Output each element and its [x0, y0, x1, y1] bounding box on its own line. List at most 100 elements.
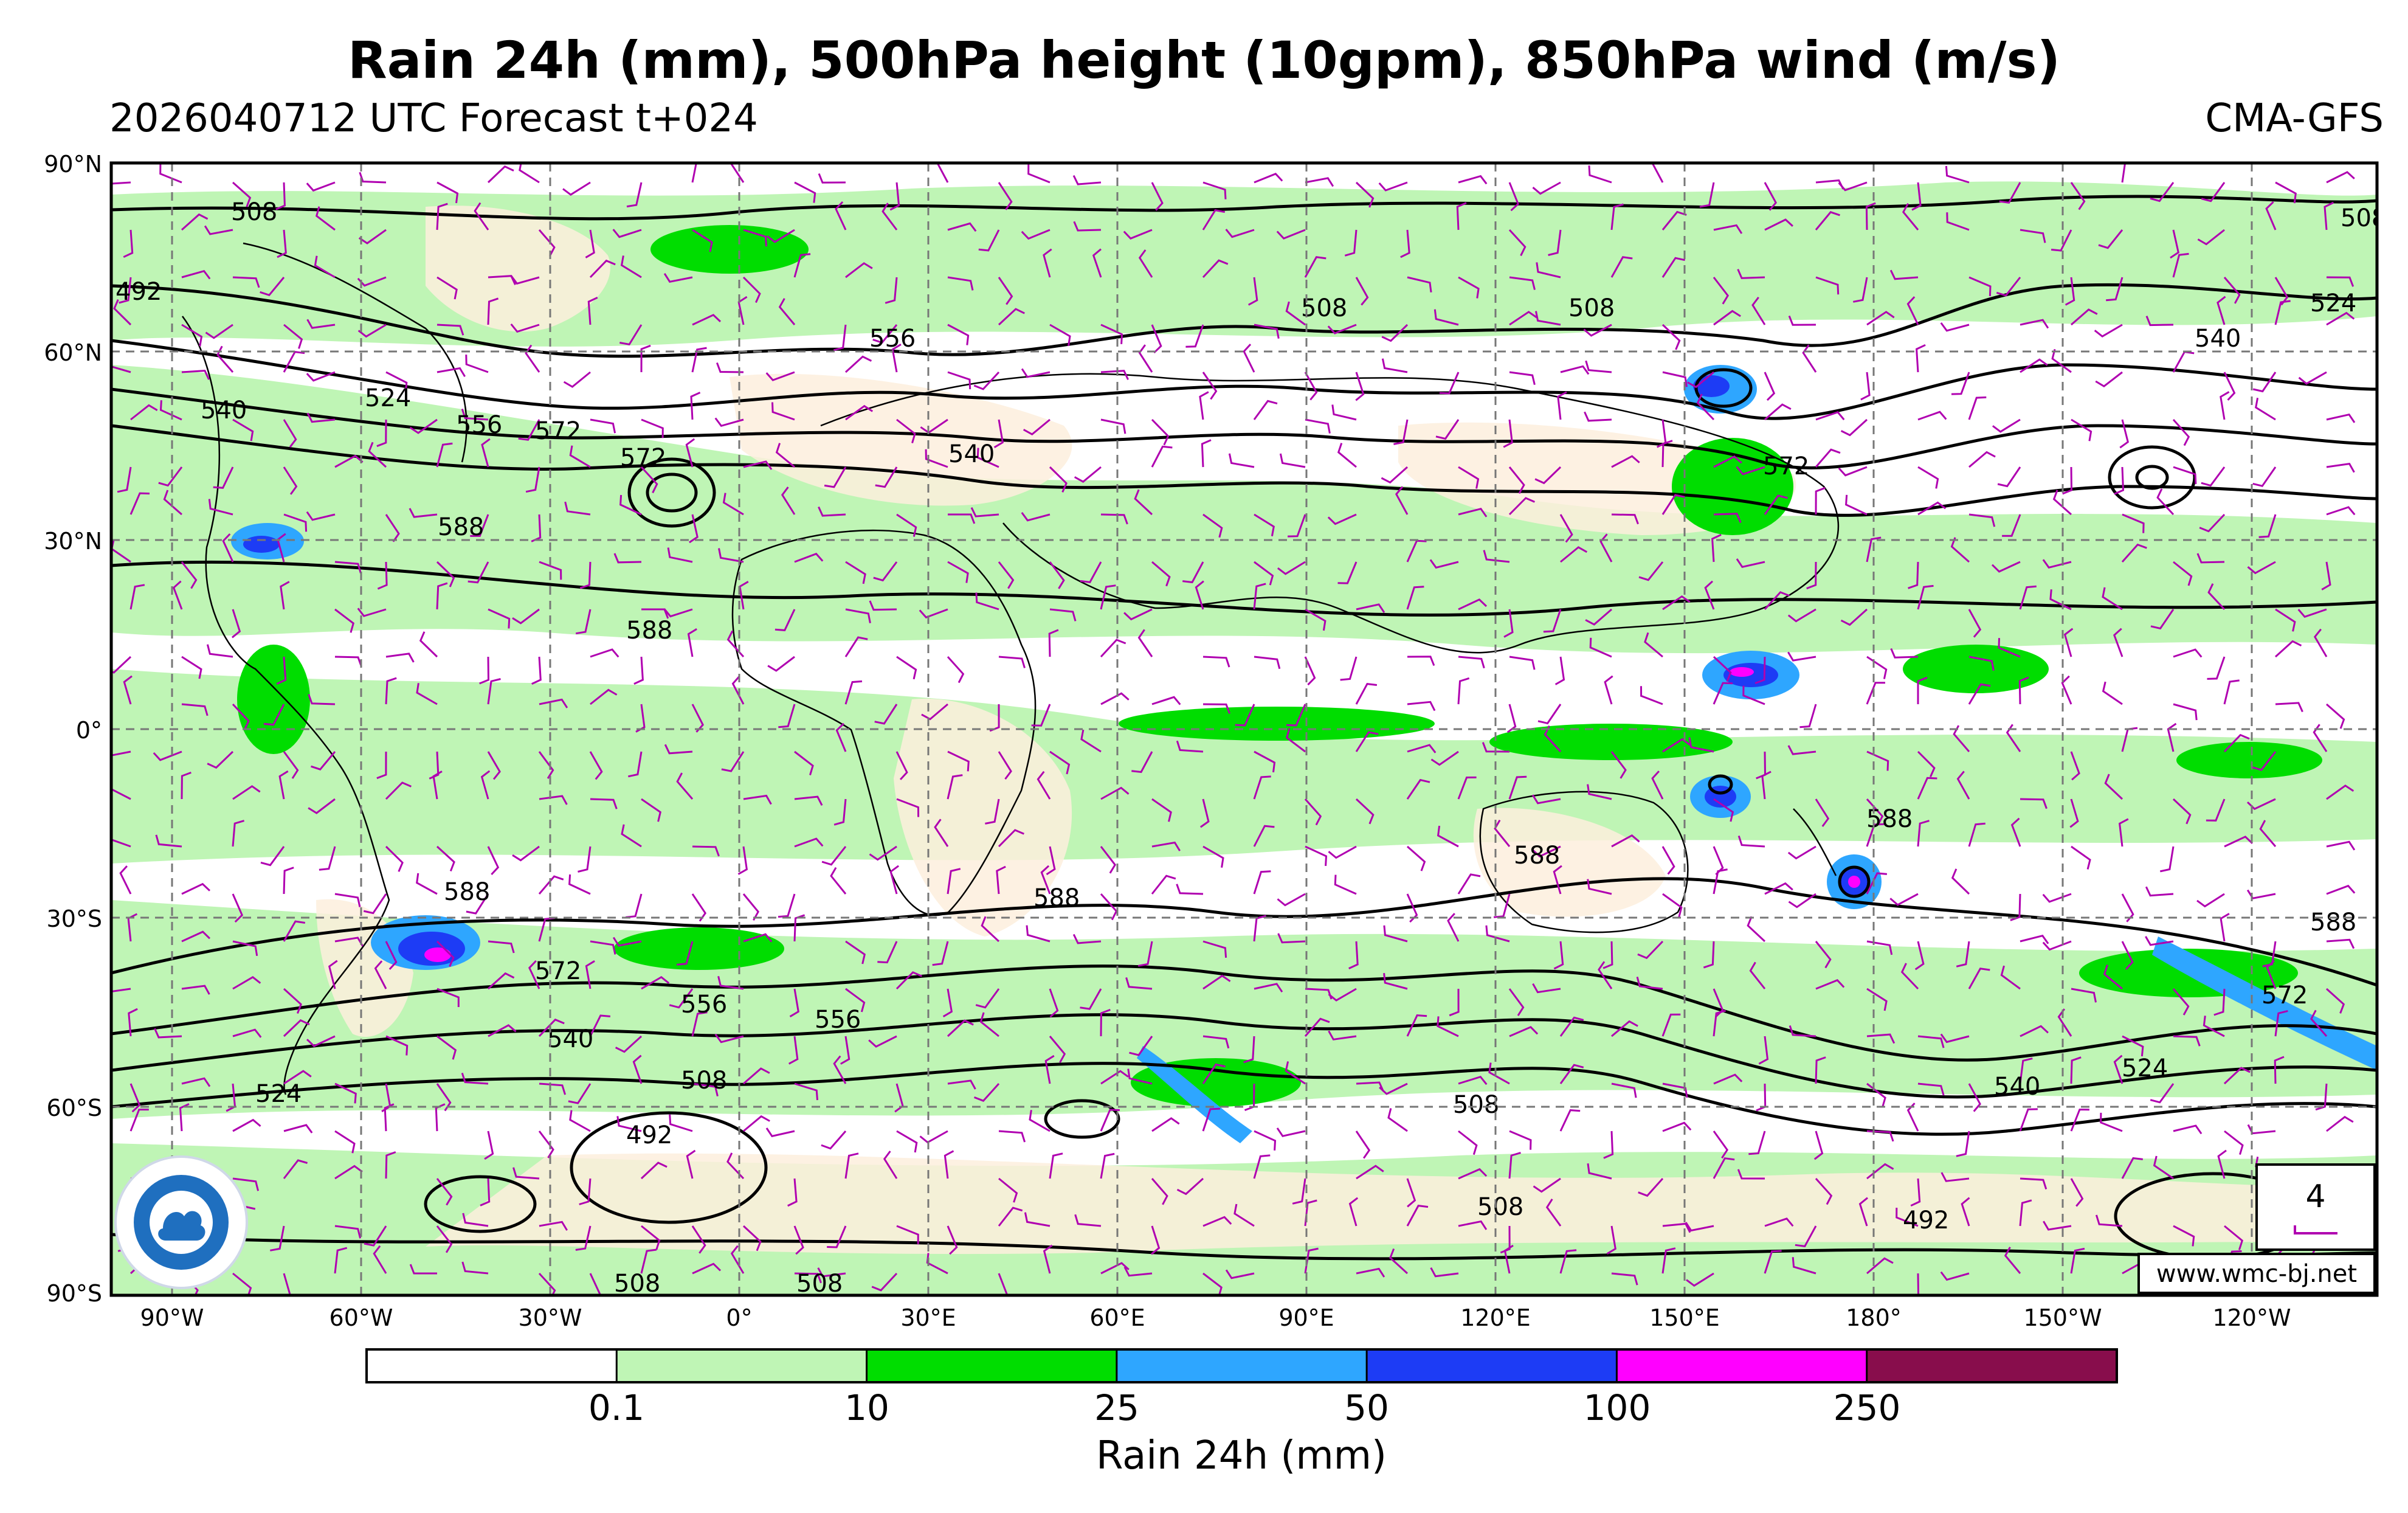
wind-barb: [873, 561, 898, 582]
wind-barb: [1337, 561, 1358, 584]
wind-barb: [1651, 163, 1664, 183]
wind-barb: [488, 972, 515, 990]
wind-barb: [568, 874, 591, 895]
wind-barb: [1500, 1225, 1511, 1254]
wind-barb: [830, 867, 847, 895]
wind-barb: [1337, 443, 1357, 468]
contour-label: 588: [1514, 842, 1560, 870]
lon-label: 150°E: [1649, 1304, 1720, 1331]
wind-barb: [2145, 936, 2174, 946]
wind-barb: [1049, 561, 1065, 589]
wind-barb: [2121, 1157, 2143, 1179]
wind-barb: [1393, 419, 1409, 445]
wind-barb: [998, 1130, 1026, 1143]
wind-barb: [376, 419, 387, 448]
wind-barb: [1940, 322, 1970, 332]
wind-barb: [466, 893, 489, 915]
wind-barb: [2010, 893, 2021, 921]
wind-barb: [531, 514, 542, 542]
wind-barb: [2172, 252, 2189, 278]
wind-barb: [2201, 466, 2226, 487]
wind-barb: [1074, 466, 1102, 483]
wind-barb: [283, 466, 298, 495]
wind-barb: [2326, 311, 2355, 326]
wind-barb: [487, 678, 501, 705]
wind-barb: [1304, 798, 1322, 826]
wind-barb: [2310, 1009, 2328, 1037]
wind-barb: [1747, 916, 1766, 943]
wind-barb: [181, 1077, 211, 1087]
wind-barb: [925, 449, 948, 468]
wind-barb: [172, 580, 183, 610]
wind-barb: [2251, 751, 2277, 771]
wind-barb: [2051, 229, 2072, 252]
wind-barb: [1509, 656, 1536, 670]
wind-barb: [726, 1152, 745, 1180]
wind-barb: [575, 609, 592, 635]
wind-barb: [1100, 418, 1126, 434]
wind-barb: [1736, 558, 1765, 568]
wind-barb: [538, 229, 556, 257]
wind-barb: [640, 1162, 668, 1180]
wind-barb: [589, 259, 616, 279]
wind-barb: [1137, 941, 1153, 967]
wind-barb: [1023, 418, 1050, 436]
colorbar-swatch: [1615, 1348, 1868, 1383]
wind-barb: [1305, 845, 1328, 866]
wind-barb: [1902, 203, 1919, 230]
wind-barb: [2042, 559, 2072, 569]
wind-barb: [283, 513, 308, 532]
wind-barb: [232, 1177, 260, 1191]
wind-barb: [1100, 692, 1130, 705]
wind-barb: [840, 1036, 850, 1065]
wind-barb: [975, 988, 1000, 1009]
wind-barb: [1508, 775, 1527, 800]
wind-barb: [1713, 988, 1724, 1018]
wind-barb: [1961, 1197, 1970, 1227]
wind-barb: [1328, 1030, 1357, 1040]
wind-barb: [1254, 513, 1275, 536]
wind-barb: [1662, 1222, 1691, 1233]
wind-barb: [487, 751, 501, 780]
wind-barb: [181, 656, 202, 679]
wind-barb: [1304, 256, 1326, 278]
wind-barb: [1233, 1203, 1255, 1227]
wind-barb: [435, 1103, 446, 1132]
wind-barb: [1749, 961, 1766, 989]
colorbar-swatch: [1866, 1348, 2119, 1383]
wind-barb: [2020, 934, 2049, 944]
website-url: www.wmc-bj.net: [2156, 1260, 2357, 1288]
wind-barb: [896, 1225, 919, 1245]
wind-barb: [1253, 400, 1278, 420]
wind-barb: [283, 419, 297, 448]
wind-barb: [512, 1167, 540, 1180]
wind-barb: [1908, 561, 1919, 589]
wind-barb: [1968, 609, 1982, 638]
wind-barb: [159, 400, 182, 421]
wind-barb: [1044, 1054, 1055, 1084]
wind-barb: [306, 371, 336, 382]
wind-barb: [1703, 941, 1715, 969]
wind-barb: [2326, 938, 2355, 949]
wind-barb: [328, 960, 338, 989]
wind-barb: [2326, 462, 2355, 473]
wind-barb: [1458, 276, 1480, 299]
wind-barb: [1100, 370, 1129, 380]
wind-barb: [1637, 940, 1664, 960]
wind-barb: [1125, 977, 1153, 990]
wind-barb: [1584, 411, 1612, 422]
lat-label: 90°S: [47, 1280, 102, 1307]
wind-barb: [1559, 514, 1573, 543]
wind-barb: [2173, 648, 2203, 658]
wind-barb: [204, 225, 233, 235]
wind-barb: [1031, 704, 1051, 727]
wind-barbs: [111, 163, 2356, 1295]
wind-barb: [1792, 1257, 1816, 1275]
wind-barb: [947, 371, 971, 390]
wind-barb: [1713, 513, 1742, 524]
wind-barb: [436, 181, 459, 204]
wind-barb: [1788, 893, 1816, 909]
lat-label: 30°S: [47, 905, 102, 932]
contour-label: 572: [620, 444, 666, 472]
wind-barb: [889, 182, 900, 211]
